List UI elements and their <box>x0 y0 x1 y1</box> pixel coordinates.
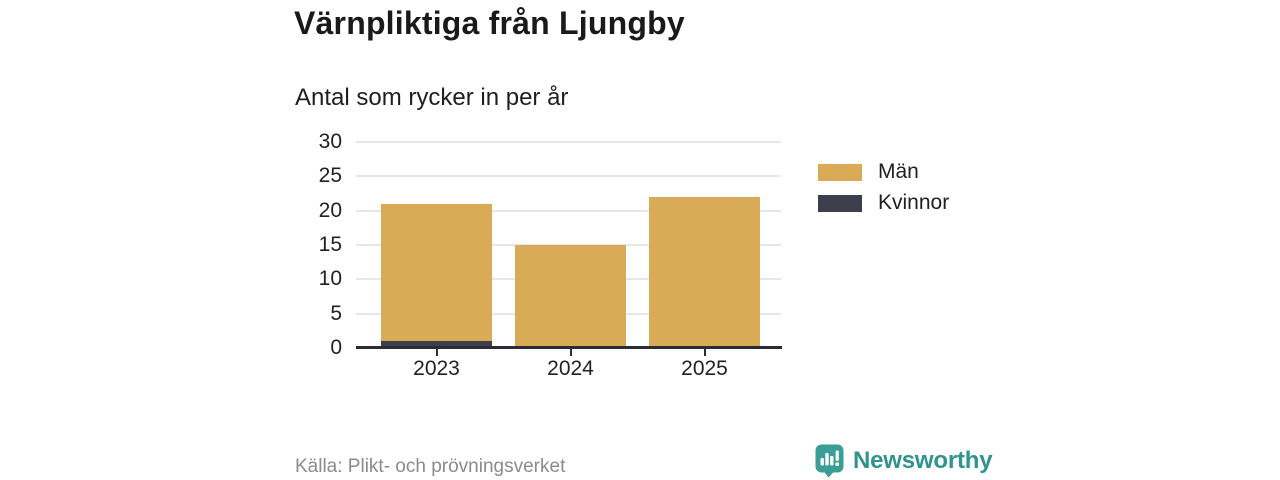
y-axis-label: 25 <box>318 164 342 188</box>
y-axis-label: 20 <box>318 198 342 222</box>
y-axis-label: 30 <box>318 130 342 153</box>
bar-segment-kvinnor-2023 <box>381 341 492 348</box>
legend: Män Kvinnor <box>818 160 950 214</box>
y-axis-label: 10 <box>318 267 342 291</box>
legend-item-man: Män <box>818 160 949 183</box>
bar-segment-män-2024 <box>515 245 626 348</box>
x-axis-tick <box>569 348 572 356</box>
y-axis-label: 5 <box>330 301 342 325</box>
x-axis-label: 2023 <box>413 357 460 380</box>
legend-swatch-man <box>818 163 862 181</box>
newsworthy-logo: Newsworthy <box>815 444 993 478</box>
x-axis-tick <box>435 348 438 356</box>
x-axis-line <box>356 346 782 349</box>
chart-title: Värnpliktiga från Ljungby <box>294 5 685 41</box>
source-text: Källa: Plikt- och prövningsverket <box>295 456 566 477</box>
legend-swatch-kvinnor <box>818 194 862 212</box>
chart-subtitle: Antal som rycker in per år <box>295 84 569 111</box>
legend-label-kvinnor: Kvinnor <box>878 191 950 214</box>
bar-segment-män-2025 <box>649 196 760 348</box>
gridline <box>356 209 781 212</box>
newsworthy-bubble-chart-icon <box>815 444 844 478</box>
gridline <box>356 175 781 178</box>
x-axis-label: 2025 <box>681 357 728 380</box>
x-axis-tick <box>703 348 706 356</box>
newsworthy-wordmark: Newsworthy <box>853 447 993 474</box>
gridline <box>356 141 781 143</box>
legend-item-kvinnor: Kvinnor <box>818 191 950 214</box>
x-axis-label: 2024 <box>547 357 594 380</box>
y-axis-label: 0 <box>330 336 342 359</box>
y-axis-label: 15 <box>318 233 342 256</box>
bar-segment-män-2023 <box>381 203 492 342</box>
legend-label-man: Män <box>878 160 919 183</box>
